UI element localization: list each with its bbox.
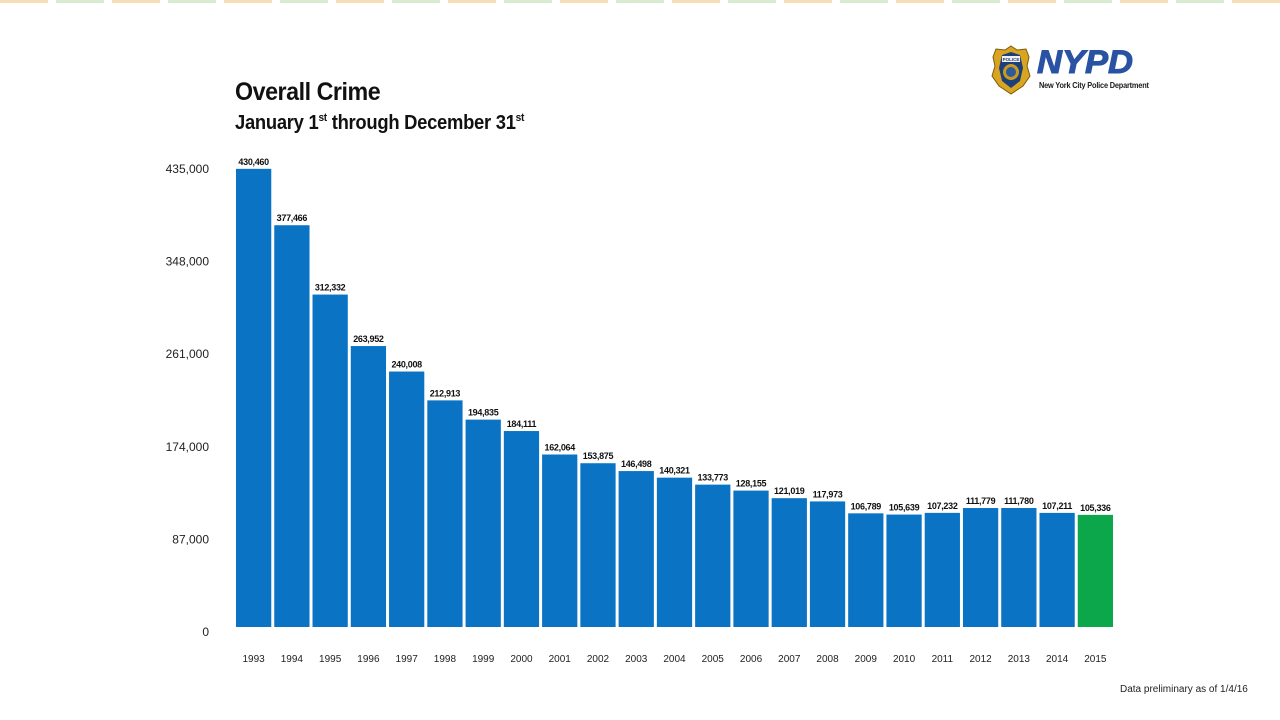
- x-tick-label: 2010: [893, 654, 916, 665]
- subtitle-superscript-1: st: [318, 112, 327, 124]
- bar-1998: [427, 400, 463, 627]
- y-tick-label: 261,000: [166, 347, 210, 361]
- subtitle-superscript-2: st: [515, 112, 525, 124]
- bar-1993: [236, 168, 272, 627]
- bar-2015: [1077, 514, 1113, 627]
- x-tick-label: 2001: [549, 654, 572, 665]
- x-tick-label: 2015: [1084, 654, 1107, 665]
- nypd-wordmark: NYPD: [1036, 44, 1134, 81]
- bars: [236, 168, 1113, 628]
- y-axis-labels: 0 87,000 174,000 261,000 348,000 435,000: [166, 162, 210, 639]
- data-label-1996: 263,952: [353, 334, 384, 344]
- data-label-2011: 107,232: [927, 501, 958, 511]
- x-tick-label: 1999: [472, 654, 495, 665]
- bar-2011: [924, 512, 960, 627]
- data-label-2001: 162,064: [545, 443, 576, 453]
- x-tick-label: 2008: [816, 654, 839, 665]
- y-tick-label: 0: [202, 625, 209, 639]
- bar-2012: [962, 508, 999, 627]
- data-label-2009: 106,789: [851, 501, 882, 511]
- badge-text: POLICE: [1003, 57, 1020, 62]
- data-label-2002: 153,875: [583, 451, 614, 461]
- x-tick-label: 2014: [1046, 654, 1069, 665]
- bar-2013: [1001, 508, 1037, 627]
- police-badge-icon: POLICE: [991, 45, 1031, 95]
- bar-1994: [274, 225, 310, 628]
- bar-1996: [350, 346, 387, 627]
- x-tick-label: 2013: [1008, 654, 1031, 665]
- data-label-2010: 105,639: [889, 503, 920, 513]
- data-label-2014: 107,211: [1042, 501, 1072, 511]
- data-label-2007: 121,019: [774, 486, 805, 496]
- data-footnote: Data preliminary as of 1/4/16: [1120, 684, 1248, 695]
- data-labels: 430,460 377,466 312,332 263,952 240,008 212,9…: [238, 157, 1111, 513]
- x-tick-label: 2011: [932, 654, 954, 665]
- data-label-2003: 146,498: [621, 459, 652, 469]
- data-label-2006: 128,155: [736, 479, 767, 489]
- x-axis-labels: 1993 1994 1995 1996 1997 1998 1999 2000 2001 2002…: [243, 654, 1107, 665]
- data-label-1997: 240,008: [391, 360, 422, 370]
- x-tick-label: 1998: [434, 654, 457, 665]
- bar-2005: [695, 484, 731, 627]
- data-label-2013: 111,780: [1004, 496, 1034, 506]
- bar-2009: [848, 513, 884, 627]
- data-label-1995: 312,332: [315, 283, 346, 293]
- x-tick-label: 2005: [702, 654, 725, 665]
- bar-2001: [542, 454, 578, 627]
- bar-2002: [580, 463, 616, 627]
- bar-2006: [733, 490, 769, 627]
- data-label-2000: 184,111: [507, 419, 537, 429]
- bar-1997: [389, 371, 425, 627]
- bar-1995: [312, 294, 348, 627]
- y-tick-label: 87,000: [172, 532, 209, 546]
- bar-2003: [618, 471, 654, 627]
- data-label-1994: 377,466: [277, 213, 308, 223]
- x-tick-label: 2002: [587, 654, 610, 665]
- nypd-tagline: New York City Police Department: [1039, 81, 1149, 90]
- bar-2008: [809, 501, 846, 627]
- subtitle-part-1: January 1: [235, 112, 319, 134]
- y-tick-label: 174,000: [166, 440, 210, 454]
- y-tick-label: 348,000: [166, 255, 210, 269]
- x-tick-label: 2003: [625, 654, 648, 665]
- nypd-logo: POLICE NYPD New York City Police Departm…: [990, 44, 1155, 96]
- x-tick-label: 1993: [243, 654, 266, 665]
- x-tick-label: 1997: [396, 654, 419, 665]
- data-label-1993: 430,460: [238, 157, 269, 167]
- chart-title: Overall Crime: [235, 78, 381, 106]
- x-tick-label: 1996: [357, 654, 380, 665]
- top-color-strip: [0, 0, 1280, 3]
- data-label-1999: 194,835: [468, 408, 499, 418]
- x-tick-label: 2009: [855, 654, 878, 665]
- y-tick-label: 435,000: [166, 162, 210, 176]
- x-tick-label: 2006: [740, 654, 763, 665]
- bar-1999: [465, 419, 501, 627]
- bar-2004: [656, 477, 693, 627]
- data-label-2005: 133,773: [698, 473, 729, 483]
- data-label-2012: 111,779: [966, 496, 996, 506]
- bar-2014: [1039, 512, 1075, 627]
- x-tick-label: 2000: [510, 654, 533, 665]
- x-tick-label: 2004: [663, 654, 686, 665]
- x-tick-label: 2007: [778, 654, 801, 665]
- bar-2007: [771, 498, 807, 627]
- subtitle-part-2: through December 31: [326, 112, 516, 134]
- bar-2000: [503, 431, 540, 627]
- data-label-2008: 117,973: [813, 489, 843, 499]
- bar-2010: [886, 514, 922, 627]
- x-tick-label: 1995: [319, 654, 342, 665]
- data-label-1998: 212,913: [430, 388, 461, 398]
- x-tick-label: 2012: [969, 654, 992, 665]
- chart-subtitle: January 1st through December 31st: [235, 112, 524, 135]
- data-label-2015: 105,336: [1080, 503, 1111, 513]
- data-label-2004: 140,321: [659, 466, 690, 476]
- x-tick-label: 1994: [281, 654, 304, 665]
